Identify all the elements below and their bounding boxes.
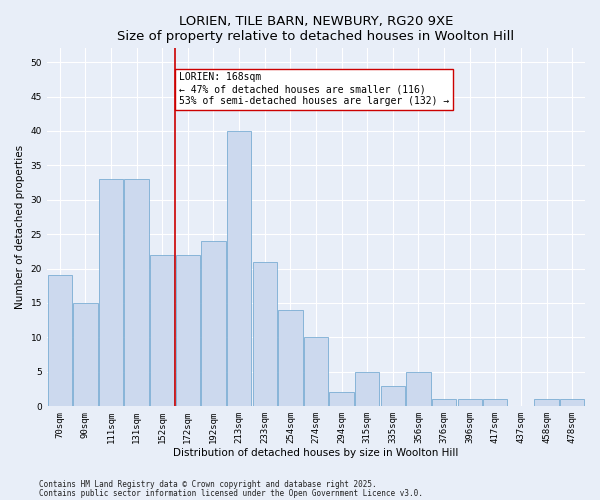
- Bar: [380, 386, 405, 406]
- Text: Contains HM Land Registry data © Crown copyright and database right 2025.: Contains HM Land Registry data © Crown c…: [39, 480, 377, 489]
- Bar: [176, 255, 200, 406]
- Bar: [73, 303, 98, 406]
- Bar: [227, 131, 251, 406]
- Bar: [124, 179, 149, 406]
- Bar: [483, 400, 508, 406]
- Title: LORIEN, TILE BARN, NEWBURY, RG20 9XE
Size of property relative to detached house: LORIEN, TILE BARN, NEWBURY, RG20 9XE Siz…: [118, 15, 515, 43]
- Bar: [278, 310, 302, 406]
- Bar: [150, 255, 175, 406]
- Bar: [535, 400, 559, 406]
- Text: LORIEN: 168sqm
← 47% of detached houses are smaller (116)
53% of semi-detached h: LORIEN: 168sqm ← 47% of detached houses …: [179, 72, 449, 106]
- Bar: [458, 400, 482, 406]
- Bar: [355, 372, 379, 406]
- Bar: [406, 372, 431, 406]
- X-axis label: Distribution of detached houses by size in Woolton Hill: Distribution of detached houses by size …: [173, 448, 458, 458]
- Text: Contains public sector information licensed under the Open Government Licence v3: Contains public sector information licen…: [39, 489, 423, 498]
- Bar: [560, 400, 584, 406]
- Y-axis label: Number of detached properties: Number of detached properties: [15, 145, 25, 310]
- Bar: [329, 392, 354, 406]
- Bar: [253, 262, 277, 406]
- Bar: [47, 276, 72, 406]
- Bar: [304, 338, 328, 406]
- Bar: [201, 241, 226, 406]
- Bar: [99, 179, 123, 406]
- Bar: [432, 400, 456, 406]
